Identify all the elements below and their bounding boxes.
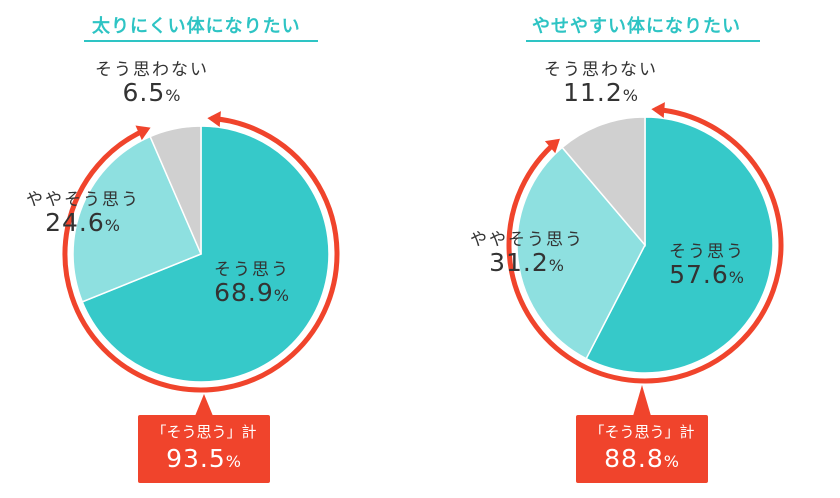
chart-title: やせやすい体になりたい bbox=[532, 16, 741, 37]
category-value: 11.2% bbox=[563, 77, 639, 107]
slice-label-yes: そう思う 57.6% bbox=[652, 242, 762, 289]
total-callout: 「そう思う」計 93.5% bbox=[138, 415, 270, 483]
callout-pointer bbox=[633, 385, 651, 416]
chart-title: 太りにくい体になりたい bbox=[92, 16, 301, 37]
category-value: 6.5% bbox=[122, 77, 182, 107]
callout-label: 「そう思う」計 bbox=[589, 423, 695, 441]
pie-chart bbox=[62, 111, 340, 416]
callout-value: 88.8% bbox=[604, 444, 680, 473]
category-value: 68.9% bbox=[214, 277, 290, 307]
total-arc bbox=[506, 106, 784, 384]
slice-yes bbox=[81, 125, 330, 383]
arrowhead bbox=[544, 138, 560, 154]
pie-chart bbox=[506, 102, 784, 416]
callout-value: 93.5% bbox=[166, 444, 242, 473]
arrowhead bbox=[135, 125, 151, 141]
slice-no bbox=[561, 116, 646, 248]
slice-label-no: そう思わない 11.2% bbox=[536, 60, 666, 107]
arrowhead bbox=[651, 102, 665, 119]
callout-label: 「そう思う」計 bbox=[151, 423, 257, 441]
category-value: 24.6% bbox=[45, 207, 121, 237]
category-value: 31.2% bbox=[489, 247, 565, 277]
category-value: 57.6% bbox=[669, 259, 745, 289]
total-callout: 「そう思う」計 88.8% bbox=[576, 415, 708, 483]
slice-somewhat bbox=[72, 135, 202, 303]
category-name: そう思わない bbox=[95, 60, 209, 80]
total-arc bbox=[62, 115, 340, 393]
slice-no bbox=[149, 125, 202, 255]
chart-panel-right: やせやすい体になりたい そう思わない 11.2% ややそう思う 31.2% そう… bbox=[420, 0, 840, 498]
arrowhead bbox=[207, 111, 221, 128]
category-name: ややそう思う bbox=[470, 230, 584, 250]
callout-pointer bbox=[195, 394, 213, 416]
category-name: そう思わない bbox=[544, 60, 658, 80]
slice-label-no: そう思わない 6.5% bbox=[92, 60, 212, 107]
slice-label-yes: そう思う 68.9% bbox=[192, 260, 312, 307]
slice-label-somewhat: ややそう思う 24.6% bbox=[18, 190, 148, 237]
category-name: そう思う bbox=[214, 260, 290, 280]
slice-yes bbox=[585, 116, 774, 374]
category-name: そう思う bbox=[669, 242, 745, 262]
chart-panel-left: 太りにくい体になりたい そう思わない 6.5% ややそう思う 24.6% そう思… bbox=[18, 16, 340, 483]
title-underline bbox=[526, 40, 760, 42]
category-name: ややそう思う bbox=[26, 190, 140, 210]
slice-somewhat bbox=[516, 146, 646, 360]
slice-label-somewhat: ややそう思う 31.2% bbox=[462, 230, 592, 277]
title-underline bbox=[84, 40, 318, 42]
